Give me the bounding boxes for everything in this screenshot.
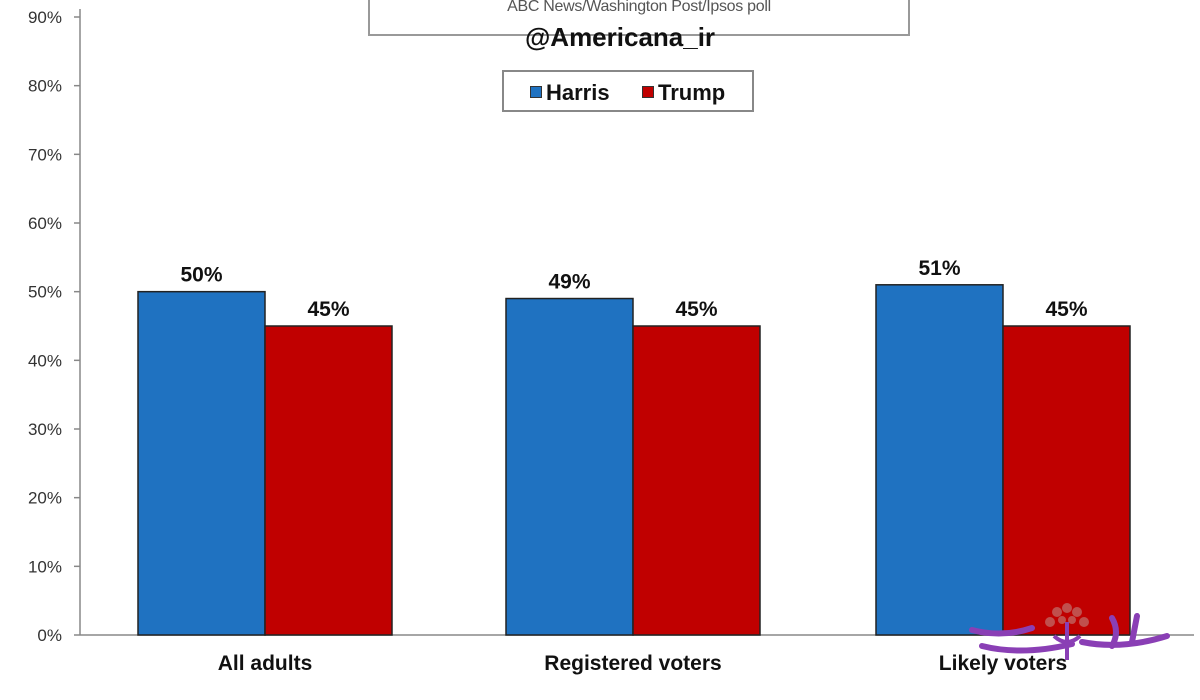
- handle-watermark-text: @Americana_ir: [524, 22, 716, 52]
- bar-harris: [505, 297, 634, 636]
- x-tick-label: Registered voters: [544, 652, 721, 675]
- bar-trump: [632, 325, 761, 636]
- y-tick-label: 60%: [28, 214, 62, 233]
- y-tick-label: 70%: [28, 145, 62, 164]
- y-tick-label: 20%: [28, 489, 62, 508]
- y-tick-label: 10%: [28, 557, 62, 576]
- y-tick-label: 0%: [37, 626, 62, 645]
- bar-trump: [1002, 325, 1131, 636]
- y-tick-label: 40%: [28, 351, 62, 370]
- subtitle-box: ABC News/Washington Post/Ipsos poll: [368, 0, 910, 36]
- bar-trump: [264, 325, 393, 636]
- y-tick-label: 90%: [28, 8, 62, 27]
- legend-swatch-harris: [530, 86, 542, 98]
- bars: 50% 45% 49% 45% 51% 45%: [137, 257, 1131, 636]
- data-label: 45%: [307, 298, 349, 321]
- legend-label-harris: Harris: [546, 80, 610, 105]
- y-tick-label: 30%: [28, 420, 62, 439]
- legend-label-trump: Trump: [658, 80, 726, 105]
- legend-swatch-trump: [642, 86, 654, 98]
- y-tick-label: 80%: [28, 77, 62, 96]
- bar-harris: [875, 284, 1004, 636]
- data-label: 51%: [918, 257, 960, 280]
- x-axis-labels: All adults Registered voters Likely voters: [218, 652, 1067, 675]
- tree-logo-icon: [969, 603, 1170, 660]
- legend: Harris Trump: [502, 70, 754, 112]
- data-label: 45%: [675, 298, 717, 321]
- chart-subtitle: ABC News/Washington Post/Ipsos poll: [507, 0, 771, 15]
- bar-harris: [137, 290, 266, 636]
- data-label: 50%: [180, 264, 222, 287]
- y-tick-label: 50%: [28, 283, 62, 302]
- x-tick-label: All adults: [218, 652, 313, 675]
- x-tick-label: Likely voters: [939, 652, 1067, 675]
- data-label: 45%: [1045, 298, 1087, 321]
- data-label: 49%: [548, 271, 590, 294]
